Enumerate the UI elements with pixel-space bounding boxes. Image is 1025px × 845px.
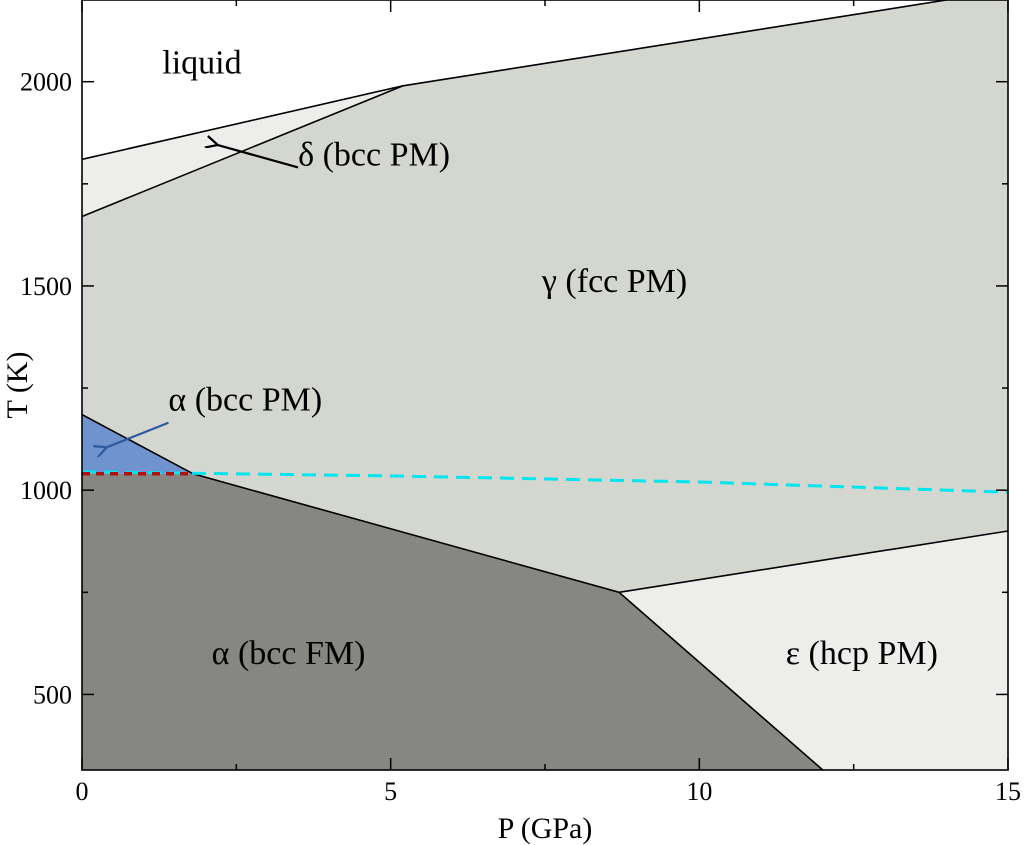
alpha-gamma-line xyxy=(82,413,1008,594)
region-epsilon xyxy=(619,531,1008,770)
region-labels: liquid δ (bcc PM) γ (fcc PM) α (bcc PM) α (b… xyxy=(107,45,938,672)
region-gamma xyxy=(82,0,1008,593)
x-tick-label: 15 xyxy=(995,777,1021,806)
phase-boundaries xyxy=(82,0,1008,770)
label-epsilon: ε (hcp PM) xyxy=(786,635,938,672)
label-alpha-pm: α (bcc PM) xyxy=(168,382,322,419)
delta-arrow xyxy=(218,145,299,169)
y-axis-title: T (K) xyxy=(1,352,34,419)
y-tick-label: 1500 xyxy=(20,272,72,301)
label-delta: δ (bcc PM) xyxy=(298,136,450,173)
alpha-pm-arrow xyxy=(107,421,169,448)
alpha-epsilon-line xyxy=(618,591,824,770)
label-liquid: liquid xyxy=(162,45,241,82)
y-tick-label: 500 xyxy=(33,680,72,709)
label-gamma: γ (fcc PM) xyxy=(541,263,687,300)
region-alpha-fm xyxy=(82,473,823,770)
axis-ticks: 0 5 10 15 500 1000 1500 2000 xyxy=(20,0,1021,806)
x-tick-label: 5 xyxy=(384,777,397,806)
x-tick-label: 10 xyxy=(686,777,712,806)
x-axis-title: P (GPa) xyxy=(498,812,593,845)
phase-regions xyxy=(82,0,1008,770)
label-alpha-fm: α (bcc FM) xyxy=(212,635,366,672)
y-tick-label: 2000 xyxy=(20,68,72,97)
curie-line xyxy=(82,470,1008,494)
x-tick-label: 0 xyxy=(76,777,89,806)
region-liquid xyxy=(82,0,1008,160)
y-tick-label: 1000 xyxy=(20,476,72,505)
